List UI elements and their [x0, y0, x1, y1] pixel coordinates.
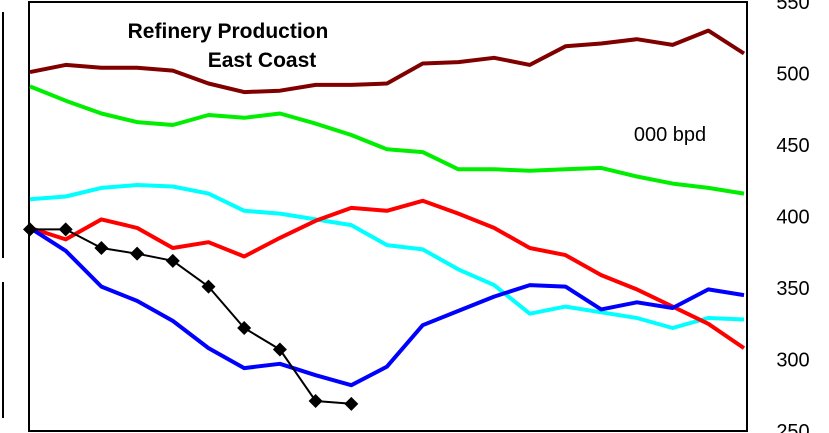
series-6-point	[58, 222, 73, 237]
series-6-point	[130, 246, 145, 261]
series-line-3	[29, 183, 745, 330]
series-6-point	[237, 321, 252, 336]
y-tick-label: 400	[776, 207, 809, 229]
series-line-2	[29, 84, 745, 196]
series-line-1	[29, 28, 746, 95]
y-tick-label: 550	[776, 0, 809, 14]
series-line-5	[28, 226, 745, 388]
y-tick-label: 500	[776, 64, 809, 86]
y-tick-label: 300	[776, 350, 809, 372]
series-6-point	[94, 240, 109, 255]
series-6-point	[23, 222, 37, 237]
series-6-point	[344, 396, 359, 411]
series-layer	[23, 28, 746, 411]
series-6-point	[308, 393, 323, 408]
chart-subtitle: East Coast	[208, 49, 317, 72]
series-6-point	[165, 253, 180, 268]
y-tick-label: 250	[776, 421, 809, 433]
plot-area-frame	[28, 1, 748, 432]
series-6-point	[201, 279, 216, 294]
series-line-4	[29, 198, 746, 350]
chart-title: Refinery Production	[128, 20, 329, 43]
y-tick-label: 450	[776, 135, 809, 157]
series-6-point	[272, 342, 287, 357]
y-tick-label: 350	[776, 278, 809, 300]
series-line-6	[30, 228, 352, 405]
y-axis: 250 300 350 400 450 500 550	[776, 0, 809, 433]
unit-label: 000 bpd	[634, 124, 706, 146]
